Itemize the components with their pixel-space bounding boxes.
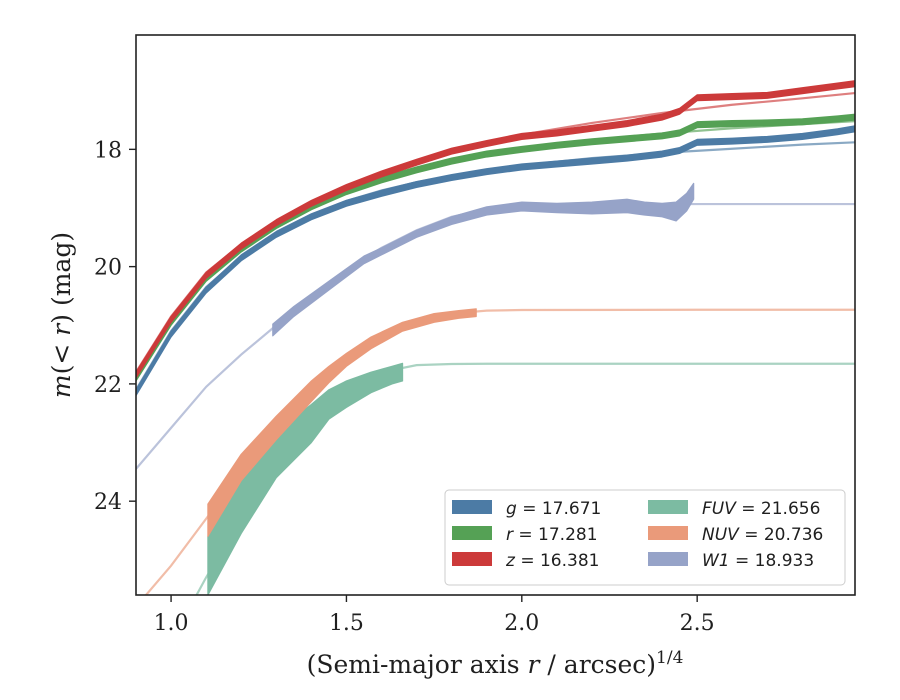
data-band-w1	[272, 182, 695, 337]
legend-entry-r: r = 17.281	[452, 525, 598, 545]
y-label-lt: <	[47, 344, 76, 365]
legend-swatch	[648, 500, 688, 514]
legend-label: z = 16.381	[505, 551, 599, 571]
legend-label: g = 17.671	[506, 499, 601, 519]
legend-entry-nuv: NUV = 20.736	[648, 525, 823, 545]
x-label-suffix: / arcsec)	[539, 650, 656, 679]
legend-swatch	[648, 552, 688, 566]
legend-entry-fuv: FUV = 21.656	[648, 499, 820, 519]
legend-entry-g: g = 17.671	[452, 499, 601, 519]
plot-frame	[135, 34, 856, 596]
y-axis-label: m(< r) (mag)	[47, 232, 76, 398]
data-band-z	[136, 80, 855, 379]
legend-entry-z: z = 16.381	[452, 551, 599, 571]
y-tick-label: 20	[94, 256, 122, 281]
x-tick-label: 1.0	[154, 611, 189, 636]
legend-frame	[444, 489, 846, 586]
y-tick-label: 24	[94, 490, 122, 515]
y-label-m: m	[47, 374, 76, 398]
data-band-fuv	[207, 362, 404, 595]
tick-layer: 1.0 1.5 2.0 2.5 18 20 22 24	[94, 138, 715, 636]
legend-swatch	[452, 526, 492, 540]
x-label-superscript: 1/4	[656, 648, 683, 668]
legend-items: g = 17.671 r = 17.281 z = 16.381 FUV = 21.6…	[452, 499, 823, 571]
x-tick-label: 2.5	[680, 611, 715, 636]
y-label-close: )	[47, 314, 76, 324]
y-tick-label: 22	[94, 373, 122, 398]
x-tick-label: 1.5	[329, 611, 364, 636]
legend-swatch	[648, 526, 688, 540]
x-tick-label: 2.0	[504, 611, 539, 636]
x-label-prefix: (Semi-major axis	[307, 650, 528, 679]
series-layer	[136, 80, 855, 595]
data-band-g	[136, 125, 855, 397]
model-curve-z	[136, 91, 855, 373]
y-label-open: (	[47, 365, 76, 375]
legend-label: W1 = 18.933	[702, 551, 814, 571]
x-axis-label: (Semi-major axis r / arcsec)1/4	[307, 648, 684, 679]
legend-label: FUV = 21.656	[702, 499, 820, 519]
data-band-r	[136, 113, 855, 382]
legend-swatch	[452, 552, 492, 566]
legend-label: NUV = 20.736	[702, 525, 823, 545]
y-label-unit: (mag)	[47, 232, 76, 314]
legend-entry-w1: W1 = 18.933	[648, 551, 814, 571]
y-label-r: r	[47, 322, 76, 336]
legend-swatch	[452, 500, 492, 514]
data-band-nuv	[207, 308, 477, 537]
legend-label: r = 17.281	[506, 525, 598, 545]
x-label-var: r	[528, 650, 542, 679]
y-tick-label: 18	[94, 138, 122, 163]
legend: g = 17.671 r = 17.281 z = 16.381 FUV = 21.6…	[444, 489, 846, 586]
